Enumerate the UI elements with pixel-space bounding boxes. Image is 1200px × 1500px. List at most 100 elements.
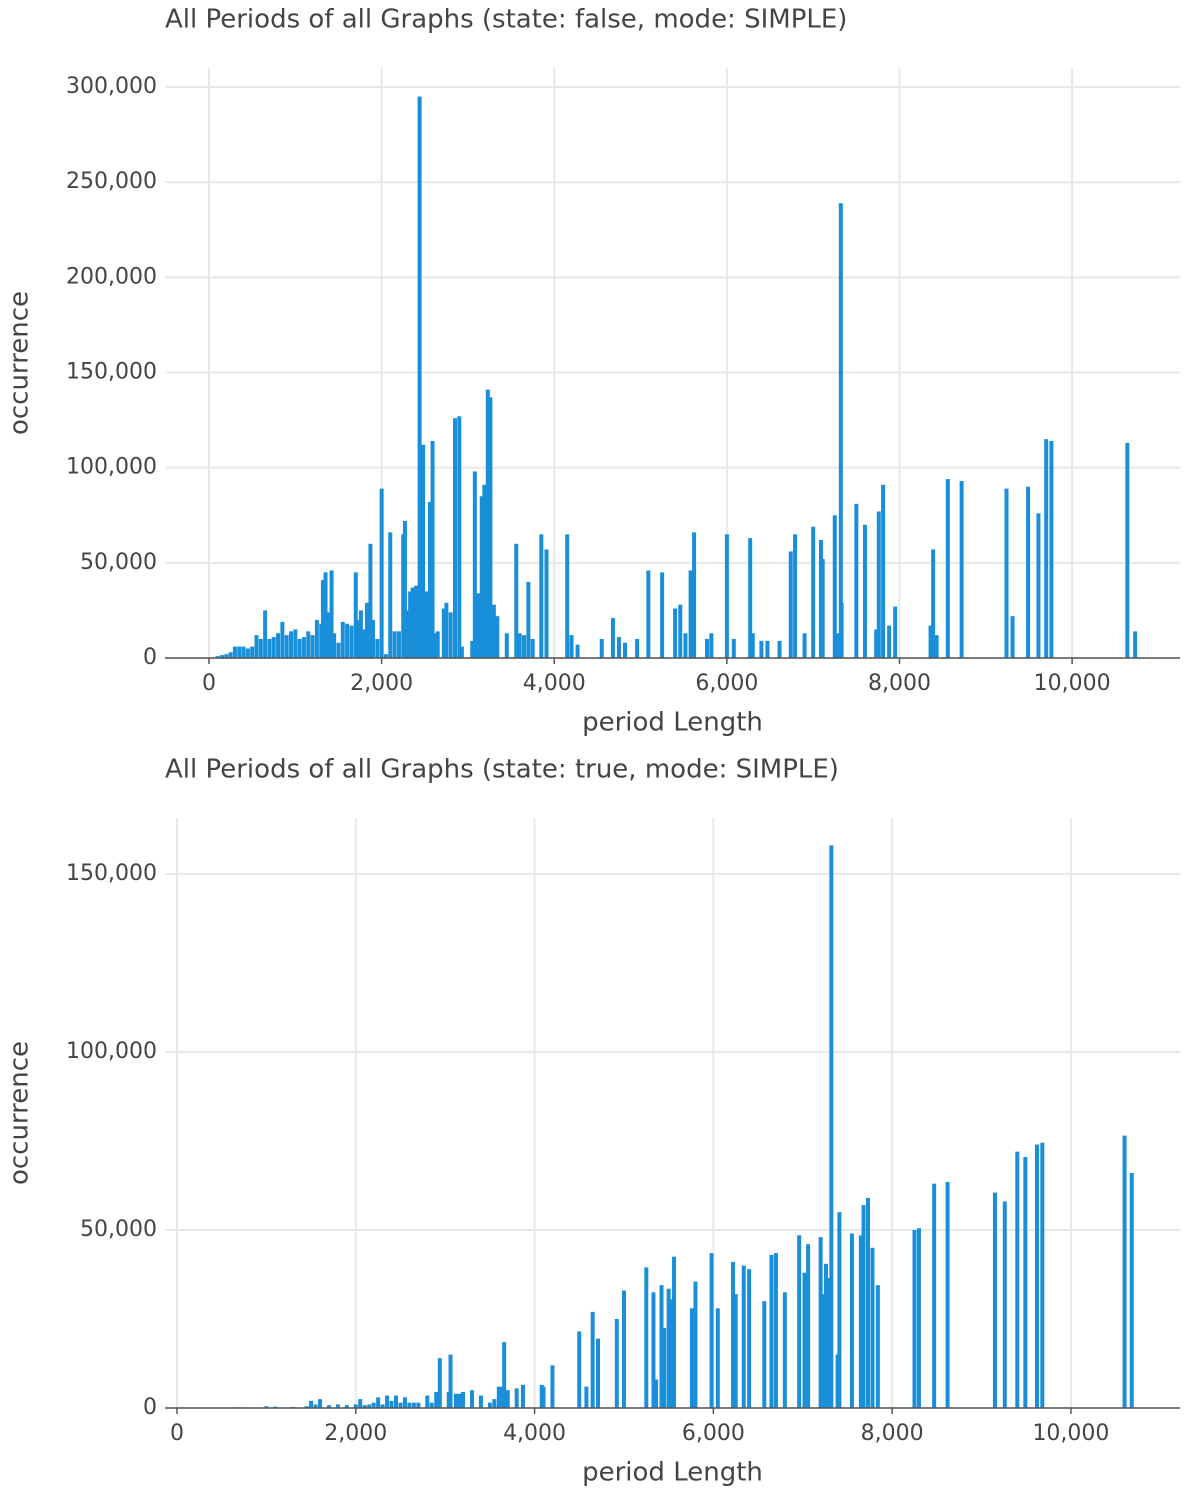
bar — [358, 610, 363, 658]
bar — [470, 640, 475, 658]
bar — [408, 591, 413, 658]
bar — [402, 1397, 407, 1408]
bar — [329, 570, 334, 658]
bar — [491, 604, 496, 658]
bar — [662, 1327, 667, 1408]
bar — [485, 389, 490, 658]
x-tick-label: 8,000 — [868, 671, 931, 696]
bar — [502, 1342, 507, 1408]
bar — [335, 1404, 340, 1408]
bar — [762, 1301, 767, 1408]
bar — [849, 1233, 854, 1408]
bar — [748, 538, 753, 658]
bar — [689, 1308, 694, 1408]
bar — [314, 619, 319, 658]
bar — [215, 656, 220, 658]
bar — [284, 635, 289, 658]
bar — [912, 1229, 917, 1408]
bar — [584, 1386, 589, 1408]
bar — [928, 625, 933, 658]
bar — [487, 1402, 492, 1408]
bar — [219, 655, 224, 658]
bar — [254, 635, 259, 658]
bar — [858, 1235, 863, 1408]
bar — [241, 646, 246, 658]
bar — [326, 612, 331, 658]
bar — [271, 637, 276, 658]
bar — [293, 629, 298, 658]
bar — [1023, 1156, 1028, 1408]
bar — [457, 416, 462, 658]
x-tick-label: 6,000 — [695, 671, 758, 696]
bar — [492, 1399, 497, 1408]
bar — [876, 511, 881, 658]
bar — [414, 585, 419, 658]
bar — [931, 549, 936, 658]
bar — [434, 1391, 439, 1408]
bar — [1122, 1135, 1127, 1408]
bar — [577, 1331, 582, 1408]
bar — [318, 1399, 323, 1408]
bar — [371, 619, 376, 658]
bar — [614, 1318, 619, 1408]
bar — [306, 631, 311, 658]
bar — [237, 646, 242, 658]
bar — [715, 1308, 720, 1408]
bar — [802, 1272, 807, 1408]
bar — [802, 633, 807, 658]
bar — [836, 633, 841, 658]
bar — [393, 1395, 398, 1408]
bar — [482, 484, 487, 658]
bar — [405, 610, 410, 658]
bar — [565, 534, 570, 658]
bar — [590, 1311, 595, 1408]
bar — [453, 418, 457, 658]
bar — [818, 1237, 823, 1408]
bar — [385, 1395, 390, 1408]
bar — [709, 1253, 714, 1408]
bar — [724, 534, 729, 658]
bar — [683, 633, 688, 658]
y-tick-label: 150,000 — [66, 360, 157, 385]
bar — [530, 638, 535, 658]
bar — [672, 1256, 677, 1408]
bar — [1129, 1172, 1134, 1408]
bar — [332, 633, 337, 658]
bar — [1004, 488, 1009, 658]
bar — [429, 1402, 434, 1408]
bar — [820, 559, 825, 658]
bar — [301, 637, 306, 658]
bar — [392, 631, 397, 658]
bar — [838, 203, 843, 658]
y-tick-label: 0 — [143, 1395, 157, 1420]
bar — [323, 572, 328, 658]
bar — [544, 549, 549, 658]
chart-title: All Periods of all Graphs (state: false,… — [165, 5, 847, 35]
bar — [424, 591, 429, 658]
bar — [693, 1281, 698, 1408]
bar — [887, 625, 892, 658]
bar — [837, 1212, 842, 1408]
bar — [371, 1402, 376, 1408]
x-tick-label: 0 — [202, 671, 216, 696]
bar — [421, 444, 426, 658]
bar — [448, 1354, 453, 1408]
bar — [383, 654, 388, 658]
bar — [444, 602, 449, 658]
bar — [782, 1292, 787, 1408]
bar — [870, 1247, 875, 1408]
bar — [1133, 631, 1138, 658]
x-axis-label: period Length — [582, 708, 763, 738]
x-tick-label: 6,000 — [682, 1421, 745, 1446]
bar — [599, 638, 604, 658]
bar — [258, 638, 263, 658]
bar — [425, 1395, 430, 1408]
bar — [410, 587, 415, 658]
y-tick-label: 100,000 — [66, 1039, 157, 1064]
bar — [823, 1263, 828, 1408]
bar — [959, 481, 964, 658]
bar — [635, 638, 640, 658]
bar — [659, 1285, 664, 1408]
bar — [388, 532, 393, 658]
bar — [945, 1181, 950, 1408]
